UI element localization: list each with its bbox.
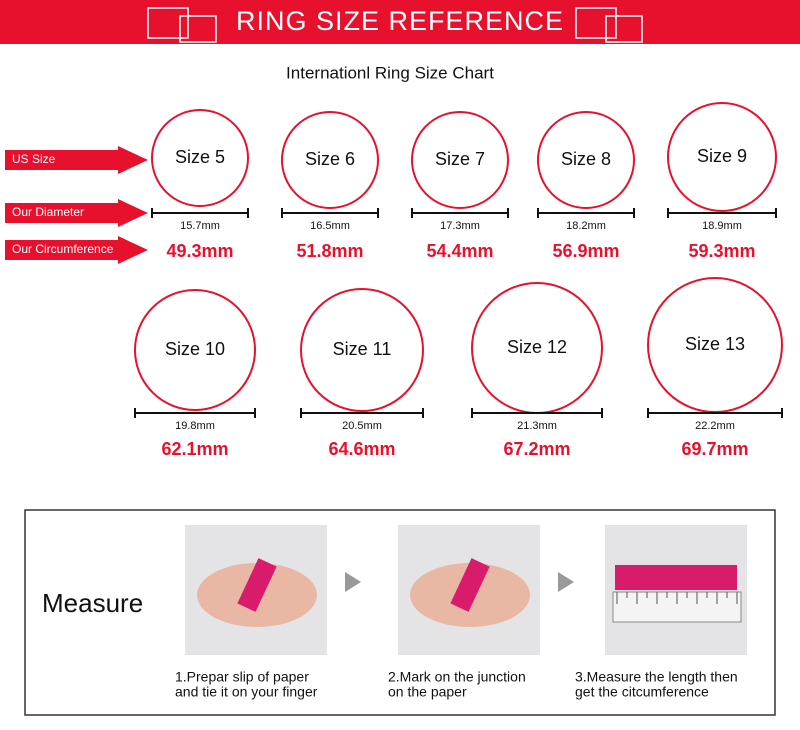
step-line2: on the paper	[388, 684, 467, 700]
diameter: 21.3mm	[517, 420, 557, 432]
row-label: Our Circumference	[12, 242, 114, 256]
diameter: 16.5mm	[310, 220, 350, 232]
row-label: Our Diameter	[12, 205, 84, 219]
label-arrow	[5, 199, 148, 227]
circumference: 56.9mm	[552, 241, 619, 261]
diameter: 18.9mm	[702, 220, 742, 232]
size-label: Size 5	[175, 147, 225, 167]
paper-strip	[237, 558, 277, 612]
circumference: 69.7mm	[681, 439, 748, 459]
label-arrow	[5, 236, 148, 264]
diameter: 18.2mm	[566, 220, 606, 232]
size-label: Size 6	[305, 149, 355, 169]
ring-circle	[667, 102, 777, 212]
step-line2: and tie it on your finger	[175, 684, 318, 700]
row-label: US Size	[12, 152, 56, 166]
size-label: Size 11	[333, 339, 392, 359]
size-label: Size 12	[507, 337, 567, 357]
circumference: 59.3mm	[688, 241, 755, 261]
paper-strip	[615, 565, 737, 590]
header-band	[0, 0, 800, 44]
ring-circle	[151, 109, 249, 207]
subtitle: Internationl Ring Size Chart	[286, 63, 494, 82]
measure-title: Measure	[42, 588, 143, 618]
measure-box	[24, 509, 776, 716]
paper-strip	[450, 558, 490, 612]
diameter: 22.2mm	[695, 420, 735, 432]
header-title: RING SIZE REFERENCE	[236, 6, 564, 36]
deco	[575, 7, 617, 39]
size-label: Size 8	[561, 149, 611, 169]
size-label: Size 10	[165, 339, 225, 359]
circumference: 51.8mm	[296, 241, 363, 261]
step-line1: 1.Prepar slip of paper	[175, 669, 309, 685]
ring-circle	[134, 289, 256, 411]
ring-circle	[537, 111, 635, 209]
step-arrow	[345, 572, 361, 592]
size-label: Size 7	[435, 149, 485, 169]
label-arrow	[5, 146, 148, 174]
ring-circle	[300, 288, 424, 412]
circumference: 49.3mm	[166, 241, 233, 261]
circumference: 64.6mm	[328, 439, 395, 459]
diameter: 20.5mm	[342, 420, 382, 432]
ring-circle	[281, 111, 379, 209]
deco	[605, 15, 643, 43]
step-line1: 2.Mark on the junction	[388, 669, 526, 685]
diameter: 19.8mm	[175, 420, 215, 432]
step-line1: 3.Measure the length then	[575, 669, 738, 685]
circumference: 67.2mm	[503, 439, 570, 459]
size-label: Size 13	[685, 334, 745, 354]
size-label: Size 9	[697, 146, 747, 166]
step-arrow	[558, 572, 574, 592]
deco	[179, 15, 217, 43]
diameter: 15.7mm	[180, 220, 220, 232]
deco	[147, 7, 189, 39]
ring-circle	[411, 111, 509, 209]
step-line2: get the citcumference	[575, 684, 709, 700]
diameter: 17.3mm	[440, 220, 480, 232]
circumference: 62.1mm	[161, 439, 228, 459]
circumference: 54.4mm	[426, 241, 493, 261]
